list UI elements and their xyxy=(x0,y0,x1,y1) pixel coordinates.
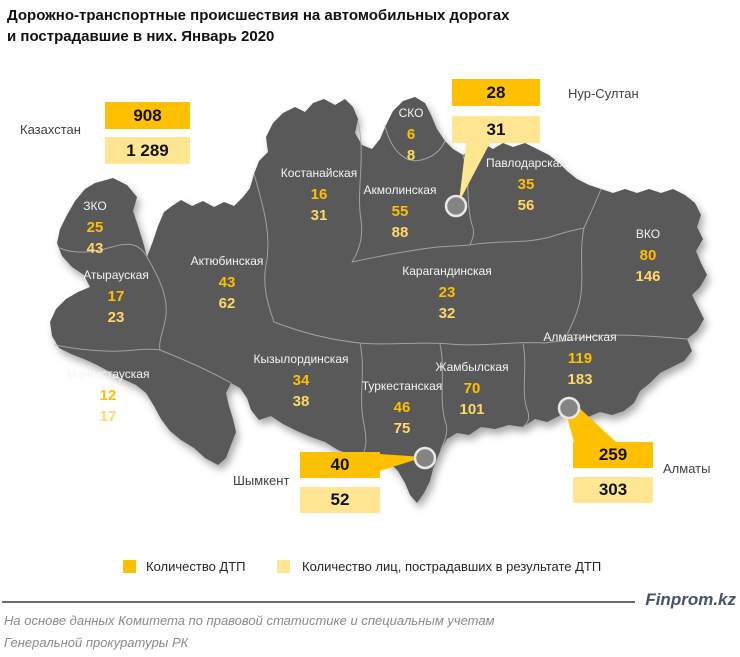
almaty-dtp-box: 259 xyxy=(573,442,653,468)
region-dtp-value: 34 xyxy=(292,372,310,389)
region-aktyubinskaya: Актюбинская 43 62 xyxy=(162,251,292,314)
region-victims-value: 32 xyxy=(438,305,456,322)
region-name: Туркестанская xyxy=(361,379,443,393)
country-label: Казахстан xyxy=(20,122,81,137)
region-almatinskaya: Алматинская 119 183 xyxy=(515,327,645,390)
region-name: ЗКО xyxy=(83,199,107,213)
region-name: Костанайская xyxy=(280,166,358,180)
title-line2: и пострадавшие в них. Январь 2020 xyxy=(7,28,275,45)
almaty-label: Алматы xyxy=(663,461,711,476)
region-victims-value: 38 xyxy=(292,393,310,410)
region-dtp-value: 55 xyxy=(391,203,409,220)
region-mangistauskaya: Мангистауская 12 17 xyxy=(43,364,173,427)
city-marker-nur-sultan xyxy=(444,194,468,218)
region-dtp-value: 6 xyxy=(406,126,416,143)
region-victims-value: 17 xyxy=(99,408,117,425)
region-borders xyxy=(54,121,688,453)
region-name: Актюбинская xyxy=(190,254,264,268)
almaty-victims-box: 303 xyxy=(573,477,653,503)
region-victims-value: 75 xyxy=(393,420,411,437)
region-atyrauskaya: Атырауская 17 23 xyxy=(51,265,181,328)
region-zhambylskaya: Жамбылская 70 101 xyxy=(407,357,537,420)
footer-divider xyxy=(2,601,635,603)
region-vko: ВКО 80 146 xyxy=(583,224,713,287)
region-victims-value: 146 xyxy=(635,268,661,285)
region-victims-value: 88 xyxy=(391,224,409,241)
shymkent-victims-box: 52 xyxy=(300,487,380,513)
region-victims-value: 183 xyxy=(567,371,593,388)
brand-logo: Finprom.kz xyxy=(645,590,736,609)
callout-pointer-shymkent xyxy=(380,454,424,471)
region-dtp-value: 17 xyxy=(107,288,125,305)
region-name: Павлодарская xyxy=(486,156,566,170)
region-pavlodarskaya: Павлодарская 35 56 xyxy=(461,153,591,216)
region-victims-value: 31 xyxy=(310,207,328,224)
region-name: Атырауская xyxy=(83,268,149,282)
region-dtp-value: 119 xyxy=(567,350,593,367)
region-kyzylordinskaya: Кызылординская 34 38 xyxy=(236,349,366,412)
region-victims-value: 56 xyxy=(517,197,535,214)
region-name: Карагандинская xyxy=(402,264,492,278)
region-name: Акмолинская xyxy=(363,183,437,197)
region-name: СКО xyxy=(398,106,424,120)
nur-sultan-victims-box: 31 xyxy=(452,116,540,143)
legend-victims-label: Количество лиц, пострадавших в результат… xyxy=(302,559,602,574)
region-dtp-value: 12 xyxy=(99,387,117,404)
region-dtp-value: 35 xyxy=(517,176,535,193)
legend-victims-swatch xyxy=(277,560,290,573)
nur-sultan-dtp-box: 28 xyxy=(452,79,540,106)
region-victims-value: 23 xyxy=(107,309,125,326)
region-victims-value: 101 xyxy=(459,401,485,418)
region-dtp-value: 25 xyxy=(86,219,104,236)
source-line1: На основе данных Комитета по правовой ст… xyxy=(4,613,495,628)
region-dtp-value: 16 xyxy=(310,186,328,203)
source-line2: Генеральной прокуратуры РК xyxy=(4,635,189,650)
legend-dtp-label: Количество ДТП xyxy=(146,559,246,574)
region-sko: СКО 6 8 xyxy=(346,103,476,166)
country-victims-box: 1 289 xyxy=(105,137,190,164)
region-dtp-value: 70 xyxy=(463,380,481,397)
region-dtp-value: 23 xyxy=(438,284,456,301)
country-dtp-box: 908 xyxy=(105,102,190,129)
region-zko: ЗКО 25 43 xyxy=(30,196,160,259)
title-line1: Дорожно-транспортные происшествия на авт… xyxy=(7,7,510,24)
region-name: Жамбылская xyxy=(435,360,509,374)
shymkent-label: Шымкент xyxy=(233,473,290,488)
city-marker-shymkent xyxy=(413,446,437,470)
region-victims-value: 8 xyxy=(406,147,416,164)
nur-sultan-label: Нур-Султан xyxy=(568,86,639,101)
city-marker-almaty xyxy=(557,396,581,420)
region-dtp-value: 46 xyxy=(393,399,411,416)
legend-dtp-swatch xyxy=(123,560,136,573)
region-victims-value: 43 xyxy=(86,240,104,257)
region-dtp-value: 43 xyxy=(218,274,236,291)
region-name: ВКО xyxy=(635,227,661,241)
region-name: Алматинская xyxy=(543,330,617,344)
callout-pointer-nur-sultan xyxy=(459,143,490,202)
map-silhouette xyxy=(50,97,707,503)
region-dtp-value: 80 xyxy=(639,247,657,264)
page-title: Дорожно-транспортные происшествия на авт… xyxy=(7,5,510,47)
region-name: Кызылординская xyxy=(253,352,349,366)
region-kostanayskaya: Костанайская 16 31 xyxy=(254,163,384,226)
region-turkestanskaya: Туркестанская 46 75 xyxy=(337,376,467,439)
region-akmolinskaya: Акмолинская 55 88 xyxy=(335,180,465,243)
region-name: Мангистауская xyxy=(66,367,150,381)
shymkent-dtp-box: 40 xyxy=(300,452,380,478)
region-victims-value: 62 xyxy=(218,295,236,312)
region-karagandinskaya: Карагандинская 23 32 xyxy=(382,261,512,324)
